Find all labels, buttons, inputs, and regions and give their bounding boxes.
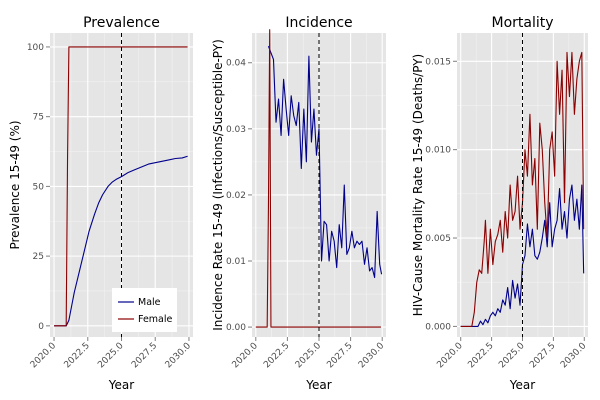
series-line-female bbox=[54, 46, 188, 327]
x-tick-label: 2030.0 bbox=[357, 341, 387, 371]
y-tick-label: 0 bbox=[38, 322, 44, 332]
x-axis-title: Year bbox=[108, 378, 134, 392]
y-tick-label: 0.000 bbox=[425, 322, 451, 332]
y-tick-label: 0.005 bbox=[425, 234, 451, 244]
x-axis-title: Year bbox=[509, 378, 535, 392]
x-tick-label: 2030.0 bbox=[164, 341, 194, 371]
legend-label-male: Male bbox=[138, 297, 161, 308]
series-line-female bbox=[460, 51, 585, 327]
x-axis-title: Year bbox=[305, 378, 331, 392]
series-line-male bbox=[267, 46, 383, 279]
y-tick-label: 0.04 bbox=[226, 59, 246, 69]
y-axis-title: HIV-Cause Mortality Rate 15-49 (Deaths/P… bbox=[411, 54, 425, 316]
x-tick-label: 2022.5 bbox=[262, 341, 291, 370]
y-tick-label: 100 bbox=[27, 43, 44, 53]
panel-prevalence: 0 25 50 75 100 2020.0 2022.5 2025.0 2027.5 2030.0… bbox=[8, 15, 193, 392]
x-tick-label: 2030.0 bbox=[559, 341, 589, 371]
legend-box bbox=[112, 288, 177, 332]
y-tick-label: 0.01 bbox=[226, 257, 246, 267]
x-tick-label: 2020.0 bbox=[435, 341, 465, 371]
x-tick-label: 2020.0 bbox=[231, 341, 261, 371]
x-tick-label: 2027.5 bbox=[130, 341, 159, 370]
panel-title: Prevalence bbox=[83, 15, 160, 31]
series-line-male bbox=[54, 155, 188, 327]
y-tick-label: 75 bbox=[33, 113, 44, 123]
panel-title: Mortality bbox=[491, 15, 553, 31]
legend-label-female: Female bbox=[138, 314, 173, 325]
y-tick-label: 0.03 bbox=[226, 125, 246, 135]
y-tick-label: 0.010 bbox=[425, 146, 451, 156]
panel-title: Incidence bbox=[285, 15, 352, 31]
y-tick-label: 25 bbox=[33, 252, 44, 262]
y-axis-title: Incidence Rate 15-49 (Infections/Suscept… bbox=[211, 39, 225, 331]
x-tick-label: 2027.5 bbox=[325, 341, 354, 370]
y-tick-label: 50 bbox=[33, 182, 45, 192]
y-tick-label: 0.02 bbox=[226, 191, 246, 201]
series-line-female bbox=[255, 29, 381, 328]
x-tick-label: 2025.0 bbox=[96, 341, 126, 371]
x-tick-label: 2020.0 bbox=[29, 341, 59, 371]
x-tick-label: 2022.5 bbox=[466, 341, 495, 370]
series-line-male bbox=[460, 184, 585, 327]
x-tick-label: 2022.5 bbox=[63, 341, 92, 370]
y-axis-title: Prevalence 15-49 (%) bbox=[8, 120, 22, 249]
x-tick-label: 2025.0 bbox=[497, 341, 527, 371]
x-tick-label: 2027.5 bbox=[528, 341, 557, 370]
y-tick-label: 0.015 bbox=[425, 57, 451, 67]
legend: Male Female bbox=[112, 288, 177, 332]
x-tick-label: 2025.0 bbox=[294, 341, 324, 371]
y-tick-label: 0.00 bbox=[226, 323, 246, 333]
